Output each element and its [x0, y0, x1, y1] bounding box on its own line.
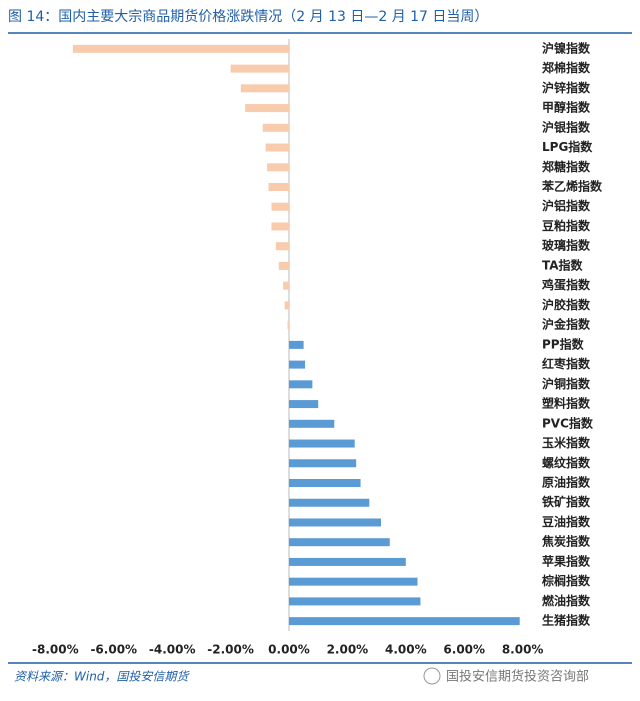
x-tick-label: 8.00% [502, 643, 544, 657]
bar [245, 104, 289, 113]
category-label: 鸡蛋指数 [541, 277, 591, 292]
x-tick-label: 0.00% [268, 643, 310, 657]
x-tick-label: -8.00% [32, 643, 79, 657]
bar [284, 301, 289, 310]
category-label: 沪锌指数 [542, 80, 591, 95]
x-tick-label: 4.00% [385, 643, 427, 657]
bar [265, 143, 289, 152]
category-label: 郑糖指数 [542, 159, 591, 174]
bar [289, 617, 520, 626]
x-tick-label: -4.00% [149, 643, 196, 657]
category-label: 螺纹指数 [542, 455, 591, 470]
bar [289, 577, 418, 586]
bar [287, 321, 289, 330]
category-label: 塑料指数 [542, 396, 591, 411]
category-label: 玉米指数 [542, 435, 591, 450]
category-label: 沪铜指数 [542, 376, 591, 391]
category-label: PP指数 [542, 336, 585, 351]
bar [230, 64, 289, 73]
bar [268, 183, 289, 191]
category-label: 沪铝指数 [542, 198, 591, 213]
bar [289, 538, 390, 547]
category-label: 苹果指数 [542, 553, 591, 568]
category-label: 沪银指数 [542, 119, 591, 134]
bar [283, 281, 289, 290]
bar [289, 557, 406, 566]
category-label: 豆油指数 [542, 514, 591, 529]
category-label: PVC指数 [542, 415, 594, 430]
category-label: 沪金指数 [542, 317, 591, 332]
bar [278, 261, 289, 270]
bar [289, 439, 355, 448]
category-label: 沪镍指数 [542, 40, 591, 55]
x-tick-label: 2.00% [327, 643, 369, 657]
bar [289, 400, 319, 409]
category-label: 苯乙烯指数 [541, 179, 603, 194]
category-label: 甲醇指数 [542, 100, 591, 115]
x-tick-label: 6.00% [443, 643, 485, 657]
bar [289, 479, 361, 487]
bar [271, 202, 289, 211]
bar [262, 123, 289, 132]
watermark: 国投安信期货投资咨询部 [446, 669, 589, 685]
x-tick-label: -2.00% [207, 643, 254, 657]
bar [289, 597, 421, 606]
bar [289, 360, 306, 369]
watermark-icon [423, 667, 441, 685]
bar [72, 44, 290, 53]
category-label: 豆粕指数 [542, 218, 591, 233]
bar [240, 84, 289, 93]
bar [267, 163, 289, 172]
category-label: 铁矿指数 [542, 494, 591, 509]
bar [289, 340, 304, 349]
category-label: 原油指数 [542, 475, 591, 490]
category-label: 郑棉指数 [542, 60, 591, 75]
category-label: 燃油指数 [542, 593, 591, 608]
bar [289, 380, 313, 389]
bar [271, 222, 289, 231]
chart-title: 图 14：国内主要大宗商品期货价格涨跌情况（2 月 13 日—2 月 17 日当… [8, 8, 488, 25]
category-label: 红枣指数 [542, 356, 591, 371]
bar [289, 459, 357, 468]
category-label: 焦炭指数 [541, 534, 591, 549]
bar [289, 518, 381, 527]
category-label: 棕榈指数 [541, 573, 591, 588]
category-label: 玻璃指数 [542, 238, 591, 253]
bar [289, 498, 370, 507]
source-note: 资料来源：Wind，国投安信期货 [14, 670, 190, 684]
bar [275, 242, 289, 251]
category-label: TA指数 [542, 257, 584, 272]
category-label: 生猪指数 [542, 613, 591, 628]
bar [289, 419, 335, 428]
category-label: LPG指数 [542, 139, 593, 154]
x-tick-label: -6.00% [90, 643, 137, 657]
category-label: 沪胶指数 [542, 297, 591, 312]
